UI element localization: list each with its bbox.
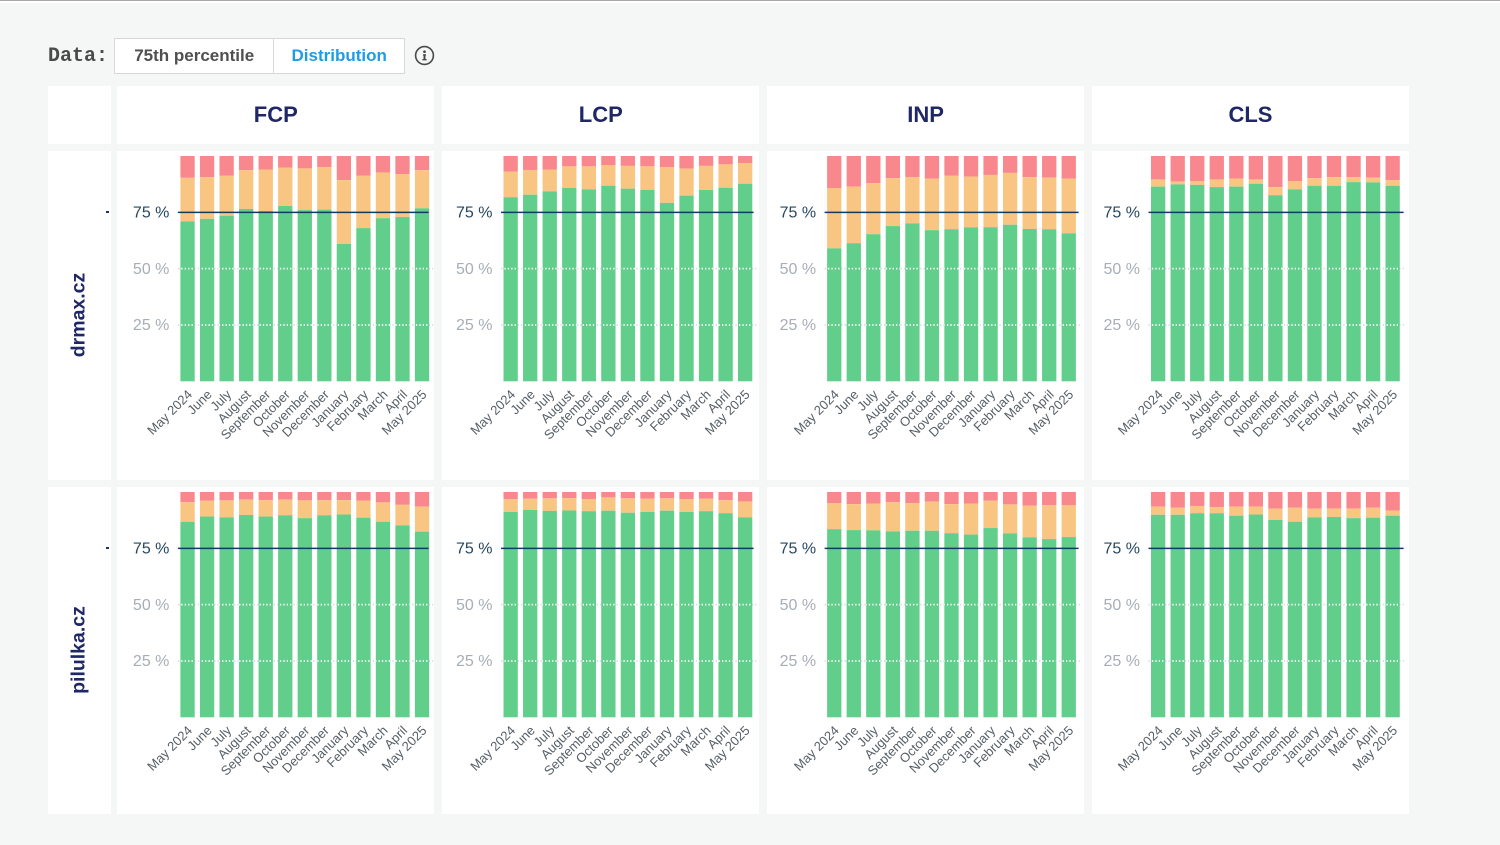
svg-text:75 %: 75 % [456, 204, 492, 221]
svg-text:75 %: 75 % [1104, 540, 1140, 557]
svg-text:25 %: 25 % [780, 317, 816, 334]
svg-text:May 2024: May 2024 [468, 386, 519, 437]
svg-text:25 %: 25 % [456, 653, 492, 670]
svg-text:25 %: 25 % [780, 653, 816, 670]
svg-text:75 %: 75 % [133, 540, 169, 557]
svg-text:50 %: 50 % [1104, 260, 1140, 277]
svg-text:May 2024: May 2024 [145, 386, 196, 437]
svg-text:May 2024: May 2024 [468, 722, 519, 773]
svg-text:25 %: 25 % [133, 653, 169, 670]
svg-text:75 %: 75 % [456, 540, 492, 557]
svg-text:25 %: 25 % [456, 317, 492, 334]
svg-text:50 %: 50 % [133, 596, 169, 613]
svg-text:50 %: 50 % [780, 596, 816, 613]
svg-text:75 %: 75 % [1104, 204, 1140, 221]
svg-text:50 %: 50 % [456, 596, 492, 613]
svg-text:75 %: 75 % [780, 540, 816, 557]
svg-text:50 %: 50 % [456, 260, 492, 277]
svg-text:50 %: 50 % [133, 260, 169, 277]
svg-text:May 2024: May 2024 [145, 722, 196, 773]
svg-text:25 %: 25 % [1104, 317, 1140, 334]
svg-text:75 %: 75 % [133, 204, 169, 221]
svg-text:May 2024: May 2024 [1115, 386, 1166, 437]
svg-text:May 2024: May 2024 [791, 386, 842, 437]
svg-text:75 %: 75 % [780, 204, 816, 221]
svg-text:50 %: 50 % [780, 260, 816, 277]
svg-text:50 %: 50 % [1104, 596, 1140, 613]
svg-text:25 %: 25 % [1104, 653, 1140, 670]
svg-text:25 %: 25 % [133, 317, 169, 334]
svg-text:May 2024: May 2024 [1115, 722, 1166, 773]
svg-text:May 2024: May 2024 [791, 722, 842, 773]
